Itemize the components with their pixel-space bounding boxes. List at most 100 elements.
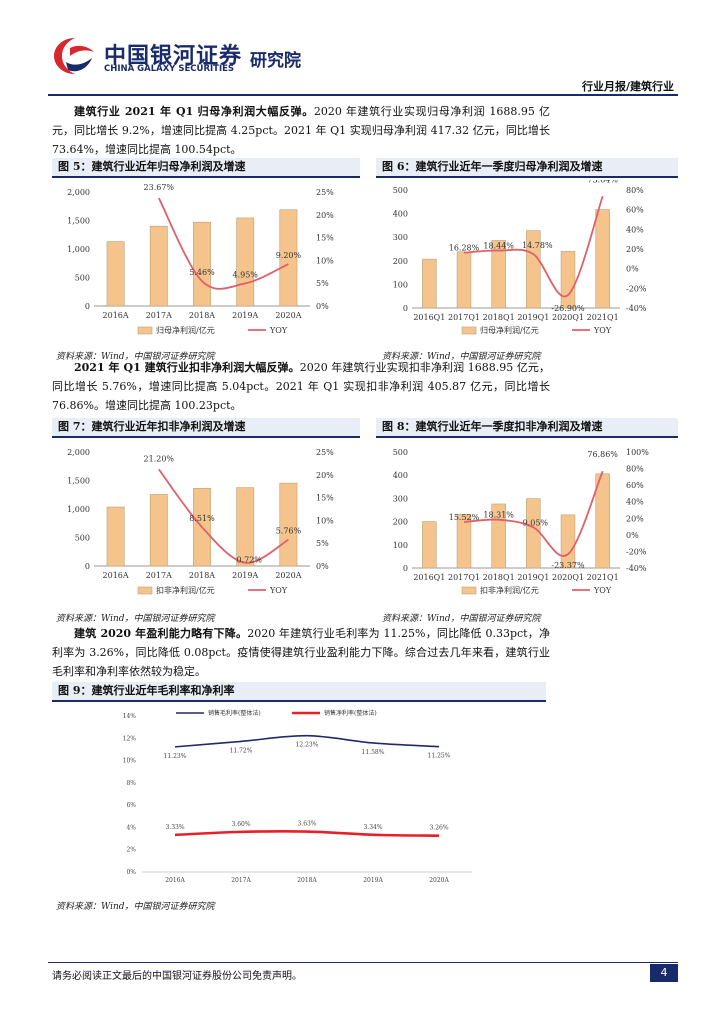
category-label: 2019Q1 [517, 573, 549, 582]
fig7-source: 资料来源：Wind，中国银河证券研究院 [56, 614, 215, 624]
bar [236, 487, 255, 567]
gross-margin-label: 12.23% [296, 742, 319, 749]
bar [106, 241, 125, 307]
bar [456, 251, 472, 309]
fig6-chart: 0 100 200 300 400 500 -40% -20% 0% 20% 40% 60% 80% 20… [393, 180, 647, 335]
category-label: 2017A [146, 311, 172, 320]
fig9-title-bar [52, 682, 546, 702]
report-type: 行业月报/建筑行业 [581, 80, 674, 93]
institute-name: 研究院 [250, 51, 301, 71]
category-label: 2016A [103, 571, 129, 580]
paragraph-1: 建筑行业 2021 年 Q1 归母净利润大幅反弹。2020 年建筑行业实现归母净… [52, 102, 550, 159]
yoy-line [158, 197, 289, 290]
yoy-data-label: 14.78% [522, 241, 553, 250]
paragraph-3-lead: 建筑 2020 年盈利能力略有下降。 [74, 627, 248, 640]
right-tick-label: 60% [626, 206, 644, 215]
category-label: 2019A [232, 571, 258, 580]
category-label: 2021Q1 [587, 573, 619, 582]
left-tick-label: 200 [393, 257, 408, 266]
right-tick-label: 25% [316, 448, 334, 457]
left-tick-label: 1,500 [67, 477, 90, 486]
left-tick-label: 1,000 [67, 245, 90, 254]
legend-bar-swatch [461, 326, 477, 335]
yoy-data-label: 76.86% [587, 450, 618, 459]
bar [560, 514, 576, 569]
right-tick-label: 5% [316, 539, 329, 548]
bar [422, 521, 437, 569]
category-label: 2017A [146, 571, 172, 580]
bar [526, 230, 541, 309]
gross-margin-label: 11.23% [164, 753, 187, 760]
fig5-title-bar [52, 158, 360, 178]
left-tick-label: 2,000 [67, 448, 90, 457]
category-label: 2021Q1 [587, 313, 619, 322]
bar [236, 217, 255, 307]
fig6-title-bar [376, 158, 678, 178]
right-tick-label: 0% [626, 265, 639, 274]
category-label: 2020Q1 [552, 313, 584, 322]
fig9-title: 图 9：建筑行业近年毛利率和净利率 [58, 684, 235, 697]
header-rule [48, 94, 678, 96]
right-tick-label: -40% [626, 304, 647, 313]
page-number: 4 [650, 964, 678, 982]
fig8-source: 资料来源：Wind，中国银河证券研究院 [382, 614, 541, 624]
footer-disclaimer: 请务必阅读正文最后的中国银河证券股份公司免责声明。 [52, 971, 302, 982]
paragraph-3-body: 2020 年建筑行业毛利率为 11.25%，同比降低 0.33pct，净利率为 … [52, 627, 550, 678]
logo-en: CHINA GALAXY SECURITIES [104, 64, 235, 74]
yoy-data-label: 8.51% [189, 514, 215, 523]
yoy-data-label: 9.20% [276, 251, 302, 260]
bar [595, 209, 610, 309]
left-tick-label: 500 [75, 274, 90, 283]
yoy-data-label: 0.72% [236, 556, 262, 565]
bar [560, 251, 576, 309]
right-tick-label: 100% [626, 448, 649, 457]
yoy-data-label: -26.90% [551, 304, 585, 313]
legend-bar-label: 扣非净利润/亿元 [480, 585, 539, 595]
left-tick-label: 0 [85, 302, 90, 311]
yoy-line [463, 195, 604, 298]
fig7-title-bar [52, 418, 360, 438]
category-label: 2019A [232, 311, 258, 320]
category-label: 2019Q1 [517, 313, 549, 322]
right-tick-label: 0% [626, 531, 639, 540]
bar [279, 482, 298, 567]
legend-line-label: YOY [269, 586, 288, 595]
gross-margin-label: 11.72% [230, 747, 253, 754]
gross-margin-label: 11.58% [362, 749, 385, 756]
bar [149, 225, 168, 307]
legend-bar-label: 归母净利润/亿元 [156, 325, 215, 335]
left-tick-label: 100 [393, 541, 408, 550]
category-label: 2019A [363, 877, 383, 884]
paragraph-2-body: 2020 年建筑行业实现扣非净利润 1688.95 亿元，同比增长 5.76%，… [52, 361, 550, 412]
right-tick-label: 60% [626, 481, 644, 490]
left-tick-label: 500 [393, 186, 408, 195]
right-tick-label: 20% [316, 471, 334, 480]
yoy-data-label: 16.28% [449, 244, 480, 253]
right-tick-label: 5% [316, 279, 329, 288]
right-tick-label: -20% [626, 284, 647, 293]
net-margin-label: 3.33% [165, 824, 184, 831]
y-tick-label: 14% [123, 713, 137, 720]
fig6-title: 图 6：建筑行业近年一季度归母净利润及增速 [382, 160, 603, 173]
legend-label: 销售净利率(整体法) [324, 709, 377, 717]
category-label: 2018Q1 [483, 313, 515, 322]
left-tick-label: 500 [393, 448, 408, 457]
gross-margin-label: 11.25% [428, 753, 451, 760]
right-tick-label: 40% [626, 225, 644, 234]
left-tick-label: 1,000 [67, 505, 90, 514]
y-tick-label: 8% [126, 780, 136, 787]
left-tick-label: 400 [393, 471, 408, 480]
yoy-data-label: 5.46% [189, 268, 215, 277]
right-tick-label: 25% [316, 188, 334, 197]
category-label: 2020A [275, 311, 301, 320]
bar [595, 473, 610, 569]
yoy-data-label: 15.52% [449, 513, 480, 522]
bar [456, 514, 472, 569]
yoy-data-label: -23.37% [551, 561, 585, 570]
right-tick-label: 10% [316, 516, 334, 525]
bar [422, 258, 437, 309]
yoy-data-label: 23.67% [144, 183, 175, 192]
bar [491, 240, 506, 309]
left-tick-label: 0 [403, 564, 408, 573]
left-tick-label: 400 [393, 210, 408, 219]
